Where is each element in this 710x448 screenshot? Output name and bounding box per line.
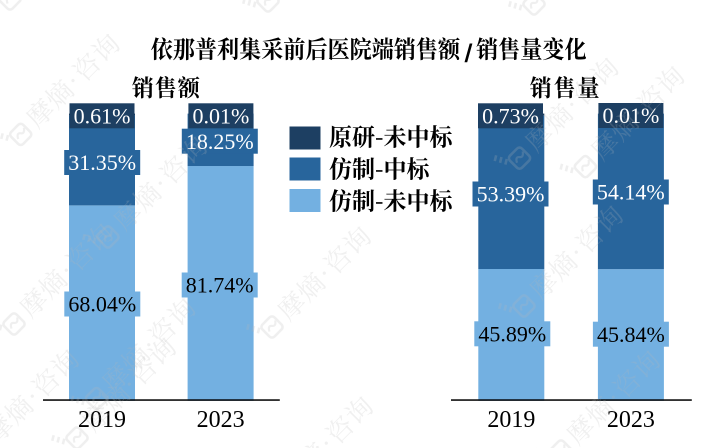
svg-text:0.01%: 0.01%	[192, 103, 249, 128]
svg-text:2019: 2019	[487, 407, 535, 433]
svg-text:54.14%: 54.14%	[597, 180, 665, 205]
svg-text:0.61%: 0.61%	[74, 103, 131, 128]
svg-text:68.04%: 68.04%	[68, 292, 136, 317]
svg-text:81.74%: 81.74%	[186, 273, 254, 298]
svg-text:0.73%: 0.73%	[482, 103, 539, 128]
svg-text:2023: 2023	[607, 407, 655, 433]
svg-text:18.25%: 18.25%	[186, 129, 254, 154]
svg-text:45.84%: 45.84%	[597, 322, 665, 347]
svg-text:53.39%: 53.39%	[477, 182, 545, 207]
svg-text:2023: 2023	[197, 407, 245, 433]
svg-text:31.35%: 31.35%	[68, 150, 136, 175]
svg-text:45.89%: 45.89%	[478, 321, 546, 346]
